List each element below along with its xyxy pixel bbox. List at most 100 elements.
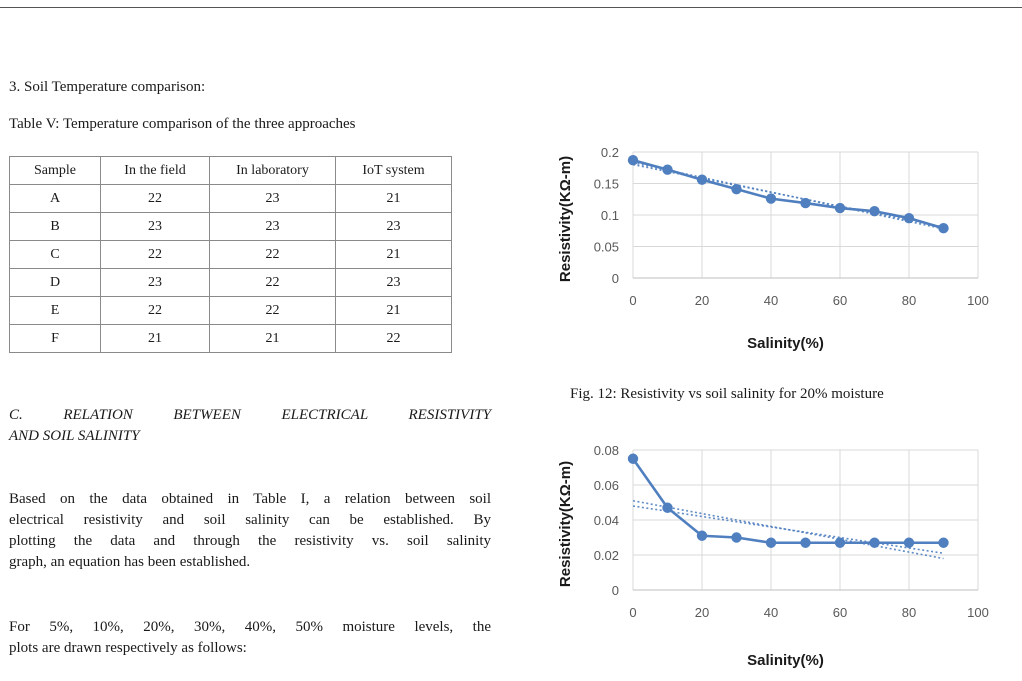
x-tick-label: 0	[629, 293, 636, 308]
paragraph-line: For 5%, 10%, 20%, 30%, 40%, 50% moisture…	[9, 619, 491, 635]
table-header-row: Sample In the field In laboratory IoT sy…	[9, 156, 452, 185]
trendline	[632, 499, 944, 560]
table-cell: 23	[209, 184, 336, 213]
x-tick-label: 0	[629, 605, 636, 620]
data-point	[731, 183, 742, 195]
data-point	[765, 193, 777, 204]
y-tick-label: 0.15	[594, 177, 619, 192]
data-point	[800, 197, 811, 209]
table-row: C 22 22 21	[9, 240, 452, 269]
table-cell: 23	[100, 212, 210, 241]
x-tick-label: 80	[902, 293, 916, 308]
section-c-title: C. RELATION BETWEEN ELECTRICAL RESISTIVI…	[9, 405, 491, 447]
table-cell: E	[9, 296, 101, 325]
y-axis-label: Resistivity(KΩ-m)	[557, 156, 574, 282]
data-point	[627, 154, 639, 166]
x-axis-label: Salinity(%)	[747, 652, 824, 669]
y-tick-label: 0	[612, 583, 619, 598]
data-point	[696, 530, 708, 541]
table-cell: 22	[100, 184, 210, 213]
y-tick-label: 0.2	[601, 145, 619, 160]
table-row: A 22 23 21	[9, 184, 452, 213]
table-cell: 23	[335, 212, 452, 241]
trendline	[632, 163, 944, 228]
y-axis-label: Resistivity(KΩ-m)	[557, 461, 574, 587]
table-cell: 21	[335, 240, 452, 269]
x-tick-label: 40	[764, 293, 778, 308]
y-tick-label: 0.05	[594, 240, 619, 255]
y-tick-label: 0.06	[594, 478, 619, 493]
data-point	[903, 537, 915, 548]
data-point	[938, 223, 949, 234]
data-point	[627, 453, 639, 464]
table-row: D 23 22 23	[9, 268, 452, 297]
x-tick-label: 60	[833, 293, 847, 308]
table-row: B 23 23 23	[9, 212, 452, 241]
table-cell: 21	[100, 324, 210, 353]
column-header: In laboratory	[209, 156, 336, 185]
data-point	[765, 537, 777, 548]
table-cell: 23	[100, 268, 210, 297]
x-tick-label: 60	[833, 605, 847, 620]
table-cell: 22	[335, 324, 452, 353]
table-cell: 21	[335, 184, 452, 213]
table-row: F 21 21 22	[9, 324, 452, 353]
data-point	[800, 537, 811, 548]
section-c-title-line2: AND SOIL SALINITY	[9, 428, 140, 444]
table-cell: F	[9, 324, 101, 353]
y-tick-label: 0	[612, 271, 619, 286]
resistivity-chart-fig12: 0 0.05 0.1 0.15 0.2 0 20 40 60 80 100 Salinity(%) Re…	[557, 145, 989, 352]
table-cell: 22	[209, 268, 336, 297]
table-row: E 22 22 21	[9, 296, 452, 325]
column-header: IoT system	[335, 156, 452, 185]
x-tick-label: 20	[695, 293, 709, 308]
data-point	[938, 537, 949, 548]
data-point	[903, 212, 915, 224]
x-tick-label: 20	[695, 605, 709, 620]
temperature-table: Sample In the field In laboratory IoT sy…	[9, 156, 452, 353]
table-cell: 23	[335, 268, 452, 297]
body-paragraph-2: For 5%, 10%, 20%, 30%, 40%, 50% moisture…	[9, 617, 491, 659]
data-point	[834, 537, 846, 548]
y-tick-label: 0.02	[594, 548, 619, 563]
resistivity-chart-fig13: 0 0.02 0.04 0.06 0.08 0 20 40 60 80 100 Salinity(%)…	[557, 443, 989, 669]
section-heading: 3. Soil Temperature comparison:	[9, 79, 206, 95]
column-header: Sample	[9, 156, 101, 185]
series-line	[632, 158, 944, 230]
data-point	[696, 174, 708, 185]
body-paragraph-1: Based on the data obtained in Table I, a…	[9, 489, 491, 573]
trendline	[632, 505, 944, 555]
paragraph-line: plots are drawn respectively as follows:	[9, 640, 247, 656]
top-rule	[0, 7, 1022, 8]
table-cell: 22	[209, 296, 336, 325]
paragraph-line: graph, an equation has been established.	[9, 554, 251, 570]
table-cell: B	[9, 212, 101, 241]
table-cell: C	[9, 240, 101, 269]
x-tick-label: 80	[902, 605, 916, 620]
table-cell: 22	[209, 240, 336, 269]
data-point	[834, 202, 846, 214]
data-point	[869, 206, 880, 217]
data-point	[662, 502, 673, 513]
y-tick-label: 0.08	[594, 443, 619, 458]
x-tick-label: 100	[967, 605, 989, 620]
data-point	[731, 532, 742, 543]
table-caption: Table V: Temperature comparison of the t…	[9, 116, 356, 132]
section-c-title-line1: C. RELATION BETWEEN ELECTRICAL RESISTIVI…	[9, 407, 491, 423]
paragraph-line: electrical resistivity and soil salinity…	[9, 512, 491, 528]
table-cell: 21	[335, 296, 452, 325]
y-tick-label: 0.04	[594, 513, 619, 528]
column-header: In the field	[100, 156, 210, 185]
x-tick-label: 40	[764, 605, 778, 620]
paragraph-line: Based on the data obtained in Table I, a…	[9, 491, 491, 507]
series-line	[631, 458, 944, 545]
table-cell: 23	[209, 212, 336, 241]
table-cell: 22	[100, 296, 210, 325]
x-axis-label: Salinity(%)	[747, 335, 824, 352]
figure-12-caption: Fig. 12: Resistivity vs soil salinity fo…	[570, 386, 884, 402]
table-cell: D	[9, 268, 101, 297]
paragraph-line: plotting the data and through the resist…	[9, 533, 491, 549]
table-cell: 22	[100, 240, 210, 269]
data-point	[869, 537, 880, 548]
table-cell: 21	[209, 324, 336, 353]
